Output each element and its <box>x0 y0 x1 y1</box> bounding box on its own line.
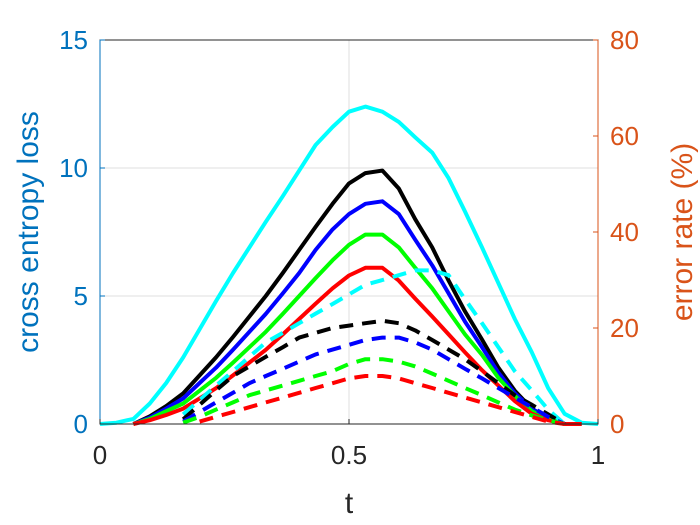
y-axis-left-label: cross entropy loss <box>12 111 45 353</box>
right-axis: 0 20 40 60 80 <box>593 25 639 439</box>
left-tick-label: 0 <box>74 409 88 439</box>
x-axis-label: t <box>345 487 354 520</box>
series-line-cyan-solid <box>99 104 599 426</box>
series-line-black-solid <box>132 168 582 426</box>
right-tick-label: 20 <box>610 313 639 343</box>
y-axis-right-label: error rate (%) <box>666 143 699 321</box>
series-line-red-dashed <box>199 374 565 426</box>
grid-layer <box>99 39 599 425</box>
series-line-blue-dashed <box>182 335 566 426</box>
right-tick-label: 80 <box>610 25 639 55</box>
left-tick-label: 10 <box>59 153 88 183</box>
left-tick-label: 15 <box>59 25 88 55</box>
series-line-blue-solid <box>132 199 582 426</box>
right-tick-label: 0 <box>610 409 624 439</box>
x-tick-label: 0 <box>93 440 107 470</box>
series-layer <box>99 104 599 426</box>
series-line-cyan-dashed <box>181 268 566 426</box>
left-axis: 0 5 10 15 <box>59 25 105 439</box>
series-line-black-dashed <box>181 318 566 426</box>
left-tick-label: 5 <box>74 281 88 311</box>
right-tick-label: 40 <box>610 217 639 247</box>
x-axis: 0 0.5 1 <box>93 419 605 470</box>
right-tick-label: 60 <box>610 121 639 151</box>
x-tick-label: 1 <box>591 440 605 470</box>
x-tick-label: 0.5 <box>331 440 367 470</box>
